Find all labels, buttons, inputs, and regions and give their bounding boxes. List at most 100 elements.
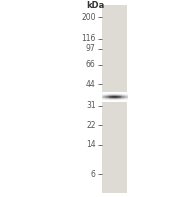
Bar (123, 92, 124, 93)
Bar (104, 99, 105, 100)
Bar (121, 99, 122, 100)
Bar (108, 96, 109, 97)
Bar (113, 92, 114, 93)
Bar (109, 93, 110, 94)
Bar (102, 97, 103, 98)
Bar (103, 97, 104, 98)
Bar (102, 92, 103, 93)
Bar (116, 93, 117, 94)
Bar (110, 93, 111, 94)
Bar (124, 98, 125, 99)
Bar (127, 94, 128, 95)
Bar (109, 94, 110, 95)
Bar (116, 95, 117, 96)
Bar (127, 99, 128, 100)
Bar (115, 93, 116, 94)
Bar (119, 97, 120, 98)
Bar (124, 98, 125, 99)
Bar (120, 93, 121, 94)
Bar (120, 99, 121, 100)
Bar (113, 94, 114, 95)
Bar (109, 93, 110, 94)
Bar (126, 94, 127, 95)
Bar (110, 97, 111, 98)
Bar (118, 93, 119, 94)
Bar (127, 96, 128, 97)
Bar (119, 95, 120, 96)
Bar (114, 92, 115, 93)
Bar (126, 99, 127, 100)
Bar (112, 99, 113, 100)
Bar (115, 96, 116, 97)
Bar (107, 95, 108, 96)
Bar (109, 95, 110, 96)
Bar (115, 94, 116, 95)
Bar (113, 93, 114, 94)
Bar (119, 98, 120, 99)
Bar (105, 94, 106, 95)
Bar (124, 99, 125, 100)
Bar (116, 98, 117, 99)
Bar (126, 100, 127, 101)
Bar (116, 100, 117, 101)
Bar (106, 97, 107, 98)
Bar (110, 96, 111, 97)
Bar (105, 100, 106, 101)
Bar (127, 93, 128, 94)
Bar (102, 98, 103, 99)
Bar (118, 99, 119, 100)
Bar (122, 100, 123, 101)
Bar (109, 96, 110, 97)
Bar (127, 98, 128, 99)
Text: 14: 14 (86, 140, 96, 150)
Bar (121, 98, 122, 99)
Bar (106, 97, 107, 98)
Bar (123, 96, 124, 97)
Bar (114, 100, 115, 101)
Bar (126, 93, 127, 94)
Text: 31: 31 (86, 101, 96, 110)
Bar (121, 96, 122, 97)
Bar (124, 93, 125, 94)
Bar (110, 93, 111, 94)
Bar (122, 99, 123, 100)
Bar (119, 92, 120, 93)
Bar (125, 99, 126, 100)
Bar (124, 96, 125, 97)
Bar (111, 97, 112, 98)
Bar (122, 98, 123, 99)
Bar (125, 94, 126, 95)
Bar (108, 99, 109, 100)
Bar (118, 98, 119, 99)
Bar (120, 92, 121, 93)
Bar (104, 94, 105, 95)
Bar (118, 98, 119, 99)
Bar (115, 99, 116, 100)
Bar (123, 98, 124, 99)
Bar (127, 97, 128, 98)
Bar (112, 96, 113, 97)
Bar (108, 97, 109, 98)
Bar (107, 98, 108, 99)
Bar (119, 93, 120, 94)
Bar (116, 96, 117, 97)
Bar (114, 95, 115, 96)
Bar (111, 93, 112, 94)
Bar (109, 98, 110, 99)
Bar (103, 95, 104, 96)
Bar (102, 100, 103, 101)
Bar (115, 99, 116, 100)
Bar (118, 97, 119, 98)
Bar (109, 92, 110, 93)
Bar (103, 92, 104, 93)
Bar (125, 96, 126, 97)
Bar (110, 98, 111, 99)
Bar (109, 98, 110, 99)
Bar (127, 95, 128, 96)
Bar (108, 92, 109, 93)
Bar (102, 96, 103, 97)
Bar (103, 93, 104, 94)
Bar (125, 97, 126, 98)
Bar (120, 100, 121, 101)
Bar (126, 92, 127, 93)
